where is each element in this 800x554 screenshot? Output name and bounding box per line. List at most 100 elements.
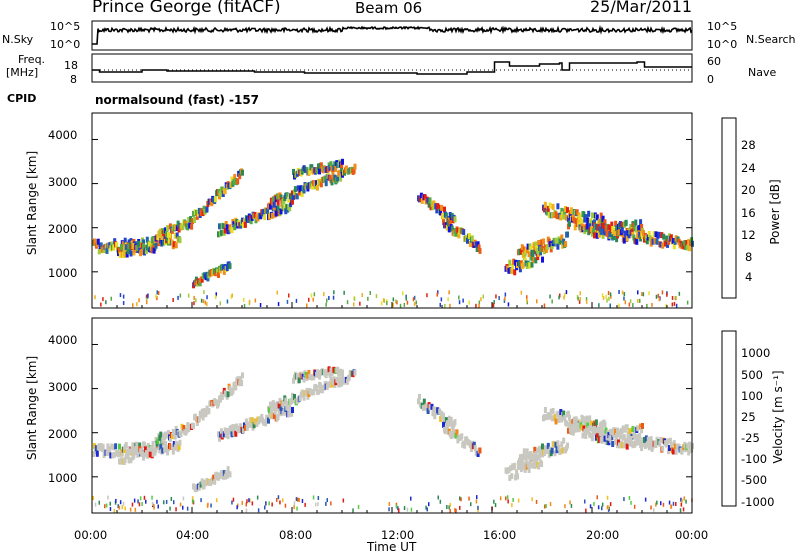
power-echo-cell-8: [99, 242, 103, 249]
velocity-ground-cell-8: [544, 504, 546, 509]
power-echo-cell-893: [225, 265, 229, 272]
power-ground-cell-40: [353, 296, 356, 301]
velocity-echo-cell-741: [604, 427, 608, 434]
power-echo-cell-776: [638, 224, 642, 231]
power-ground-cell-4: [478, 300, 481, 305]
velocity-echo-cell-375: [340, 380, 344, 387]
velocity-echo-cell-629: [559, 409, 563, 415]
velocity-echo-cell-797: [633, 441, 637, 448]
power-ground-cell-25: [415, 300, 417, 305]
power-echo-cell-653: [582, 211, 586, 218]
power-echo-cell-832: [667, 238, 670, 245]
power-echo-cell-325: [292, 193, 295, 200]
velocity-echo-cell-626: [556, 410, 560, 417]
power-echo-cell-618: [548, 202, 552, 209]
power-ground-cell-120: [646, 303, 648, 308]
velocity-echo-cell-323: [290, 398, 294, 405]
power-echo-cell-152: [175, 225, 179, 231]
power-echo-cell-697: [587, 229, 591, 236]
velocity-ground-cell-94: [682, 507, 685, 512]
velocity-echo-cell-471: [444, 417, 448, 424]
velocity-ground-cell-20: [685, 499, 687, 504]
velocity-echo-cell-172: [194, 416, 198, 423]
power-echo-cell-389: [353, 163, 357, 170]
power-echo-cell-867: [200, 276, 204, 283]
power-cbar-tick-28: 28: [741, 138, 756, 152]
velocity-echo-cell-159: [182, 425, 186, 431]
power-ground-cell-46: [367, 296, 369, 301]
velocity-echo-cell-326: [293, 394, 296, 400]
power-ground-cell-108: [179, 293, 182, 298]
power-echo-cell-75: [126, 248, 130, 255]
power-echo-cell-762: [624, 219, 628, 226]
power-echo-cell-822: [657, 231, 661, 238]
velocity-echo-cell-740: [603, 435, 607, 442]
power-echo-cell-734: [597, 231, 601, 238]
power-echo-cell-683: [573, 224, 577, 231]
power-echo-cell-350: [316, 184, 319, 191]
velocity-ground-cell-51: [124, 506, 126, 511]
power-echo-cell-477: [450, 213, 454, 219]
velocity-ground-cell-120: [157, 504, 159, 509]
velocity-ground-cell-98: [511, 503, 513, 508]
power-echo-cell-417: [318, 168, 321, 175]
power-echo-cell-74: [125, 251, 129, 258]
power-ground-cell-179: [641, 292, 643, 296]
power-echo-cell-116: [166, 235, 169, 241]
power-echo-cell-556: [539, 249, 543, 256]
velocity-ground-cell-14: [609, 502, 612, 507]
velocity-echo-cell-596: [552, 441, 556, 448]
velocity-ground-cell-13: [448, 505, 450, 510]
power-ground-cell-82: [608, 296, 610, 301]
power-echo-cell-345: [311, 183, 315, 190]
velocity-ground-cell-114: [493, 499, 495, 504]
nave-label: Nave: [748, 66, 777, 79]
power-echo-cell-220: [241, 169, 244, 176]
velocity-ground-cell-103: [170, 497, 173, 501]
velocity-ground-cell-143: [449, 502, 451, 507]
velocity-echo-cell-803: [639, 441, 643, 448]
xtick-5: 20:00: [586, 528, 620, 542]
velocity-ground-cell-73: [298, 498, 300, 502]
power-echo-cell-865: [198, 280, 202, 287]
power-echo-cell-580: [537, 240, 541, 246]
power-ground-cell-67: [623, 296, 625, 301]
velocity-echo-cell-128: [177, 444, 181, 451]
velocity-echo-cell-766: [628, 428, 632, 435]
velocity-echo-cell-92: [143, 451, 146, 458]
velocity-echo-cell-623: [553, 414, 557, 420]
velocity-echo-cell-441: [341, 369, 344, 376]
power-echo-cell-305: [272, 201, 276, 208]
velocity-echo-cell-169: [192, 422, 195, 429]
power-echo-cell-744: [607, 224, 611, 231]
velocity-echo-cell-685: [575, 422, 579, 429]
power-echo-cell-608: [564, 241, 568, 248]
power-ground-cell-78: [413, 302, 416, 307]
power-ground-cell-76: [666, 292, 668, 297]
velocity-echo-cell-514: [473, 445, 477, 452]
velocity-ground-cell-129: [216, 498, 218, 503]
velocity-ground-cell-154: [679, 508, 682, 513]
velocity-echo-cell-835: [669, 441, 673, 448]
velocity-ground-cell-147: [293, 501, 296, 506]
power-echo-cell-455: [429, 204, 433, 211]
velocity-ground-cell-62: [397, 506, 399, 511]
power-echo-cell-565: [522, 246, 526, 253]
velocity-echo-cell-769: [631, 426, 635, 433]
power-ground-cell-104: [214, 295, 217, 300]
power-echo-cell-238: [233, 224, 237, 231]
velocity-echo-cell-175: [197, 416, 201, 422]
velocity-echo-cell-311: [278, 397, 282, 404]
velocity-echo-cell-30: [120, 450, 124, 457]
power-echo-cell-843: [677, 238, 681, 245]
power-ground-cell-129: [412, 297, 415, 302]
power-ground-cell-165: [333, 290, 335, 295]
power-echo-cell-409: [310, 164, 314, 171]
velocity-ytick-1000: 1000: [48, 471, 78, 485]
power-ground-cell-99: [323, 292, 325, 297]
power-echo-cell-651: [580, 219, 584, 226]
velocity-echo-cell-598: [554, 441, 558, 448]
velocity-echo-cell-759: [621, 425, 625, 432]
velocity-echo-cell-643: [572, 416, 576, 423]
power-echo-cell-129: [178, 237, 182, 244]
